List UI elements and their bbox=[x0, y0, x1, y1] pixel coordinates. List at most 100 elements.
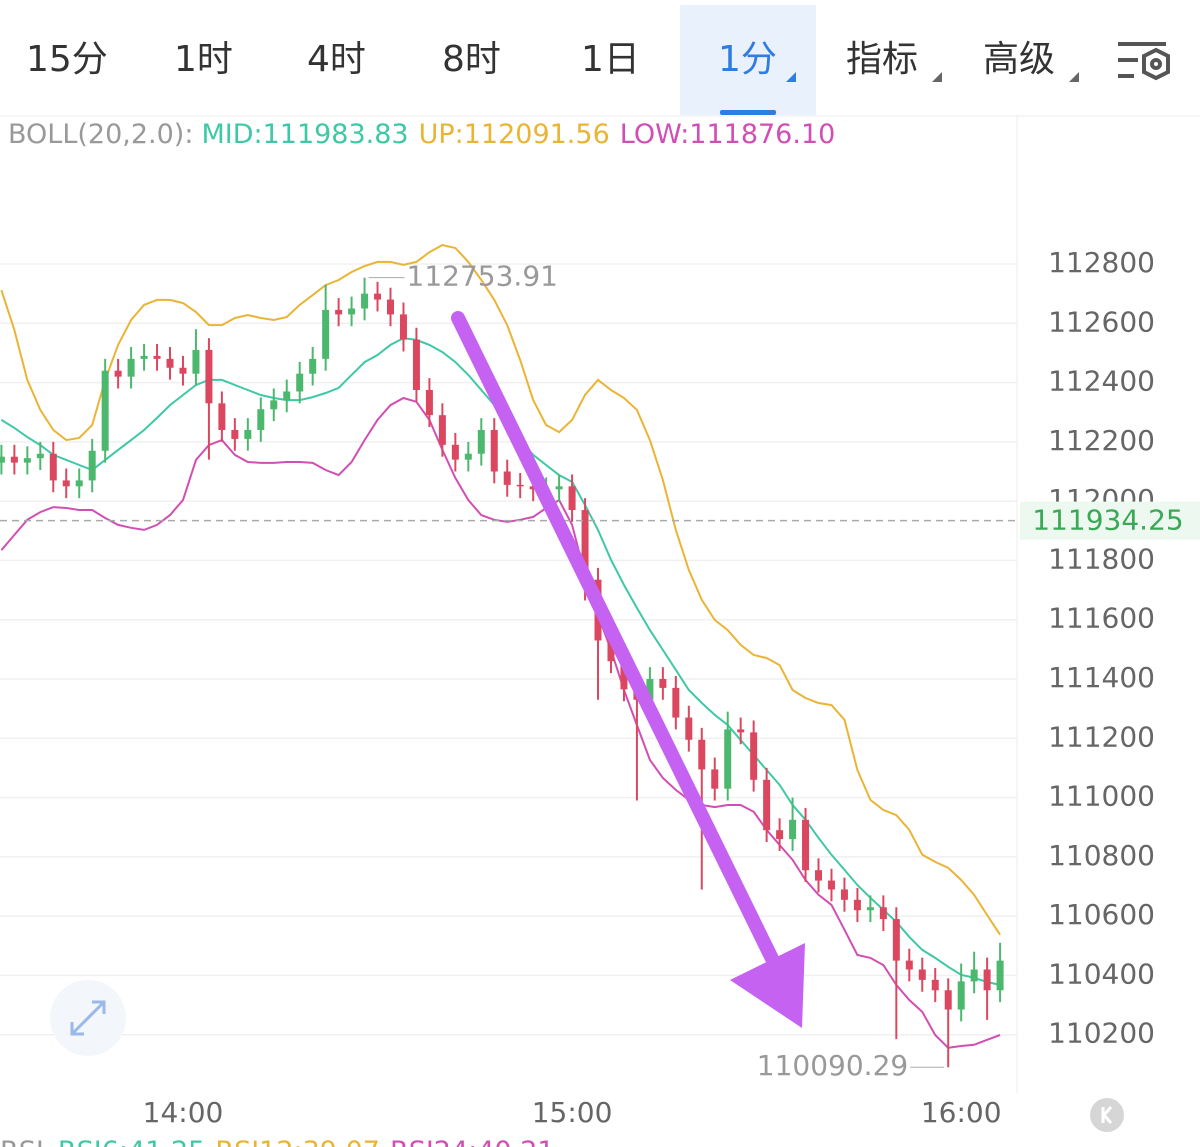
tab[interactable]: 高级 bbox=[983, 39, 1055, 80]
candle-body bbox=[789, 819, 797, 840]
rsi-name: RSI bbox=[0, 1136, 44, 1147]
candle-body bbox=[36, 453, 44, 459]
candle-body bbox=[10, 456, 18, 463]
active-tab-bg bbox=[680, 5, 816, 115]
indicator-up: UP:112091.56 bbox=[419, 119, 610, 150]
y-tick-label: 110600 bbox=[1048, 898, 1155, 931]
rsi-header: RSI RSI6:41.25 RSI12:39.07 RSI24:40.21 bbox=[0, 1136, 555, 1147]
y-tick-label: 112400 bbox=[1048, 365, 1155, 398]
candle-body bbox=[815, 870, 823, 881]
tab[interactable]: 1时 bbox=[174, 39, 233, 80]
y-tick-label: 111800 bbox=[1048, 542, 1155, 575]
candle-body bbox=[451, 444, 459, 460]
candle-body bbox=[698, 739, 706, 770]
y-tick-label: 111000 bbox=[1048, 780, 1155, 813]
candle-body bbox=[672, 687, 680, 718]
candle-body bbox=[283, 391, 291, 401]
candle-body bbox=[646, 679, 654, 700]
candle-body bbox=[957, 981, 965, 1010]
y-tick-label: 112200 bbox=[1048, 424, 1155, 457]
candle-body bbox=[348, 308, 356, 315]
candle-body bbox=[866, 907, 874, 911]
candle-body bbox=[724, 729, 732, 789]
expand-icon[interactable] bbox=[50, 980, 126, 1056]
candle-body bbox=[879, 907, 887, 920]
boll-line bbox=[0, 243, 1001, 936]
candle-body bbox=[490, 430, 498, 472]
candle-body bbox=[516, 484, 524, 487]
x-tick-label: 16:00 bbox=[921, 1096, 1002, 1129]
indicator-low: LOW:111876.10 bbox=[620, 119, 836, 150]
candle-body bbox=[192, 349, 200, 374]
candle-body bbox=[840, 889, 848, 900]
candle-body bbox=[944, 990, 952, 1010]
y-tick-label: 110200 bbox=[1048, 1017, 1155, 1050]
candle-body bbox=[270, 400, 278, 410]
rsi12: RSI12:39.07 bbox=[215, 1136, 380, 1147]
candle-body bbox=[62, 480, 70, 487]
candle-body bbox=[322, 309, 330, 359]
candle-body bbox=[374, 293, 382, 300]
candle-body bbox=[970, 969, 978, 982]
indicator-mid: MID:111983.83 bbox=[201, 119, 408, 150]
candle-body bbox=[737, 729, 745, 733]
candle-body bbox=[503, 471, 511, 485]
tab[interactable]: 15分 bbox=[26, 39, 108, 80]
candle-body bbox=[412, 339, 420, 390]
candle-body bbox=[802, 819, 810, 871]
tab[interactable]: 指标 bbox=[846, 39, 918, 80]
y-tick-label: 112800 bbox=[1048, 246, 1155, 279]
candle-body bbox=[607, 640, 615, 662]
tab-active[interactable]: 1分 bbox=[718, 39, 777, 80]
max-label: 112753.91 bbox=[407, 260, 558, 293]
candle-body bbox=[166, 358, 174, 368]
rsi6: RSI6:41.25 bbox=[58, 1136, 205, 1147]
candle-body bbox=[711, 769, 719, 789]
candle-body bbox=[996, 960, 1004, 991]
candle-body bbox=[257, 409, 265, 431]
candle-body bbox=[905, 960, 913, 970]
dropdown-arrow bbox=[786, 72, 796, 82]
candle-body bbox=[296, 373, 304, 392]
dropdown-arrow bbox=[932, 72, 942, 82]
settings-icon[interactable] bbox=[1118, 42, 1170, 81]
candle-body bbox=[983, 969, 991, 991]
candle-body bbox=[88, 450, 96, 481]
candle-body bbox=[763, 779, 771, 831]
tab[interactable]: 4时 bbox=[307, 39, 366, 80]
y-tick-label: 112600 bbox=[1048, 305, 1155, 338]
trend-arrow-head bbox=[730, 943, 805, 1028]
candle-body bbox=[620, 661, 628, 690]
candle-body bbox=[387, 299, 394, 315]
tab[interactable]: 8时 bbox=[442, 39, 501, 80]
candle-body bbox=[827, 880, 835, 890]
y-tick-label: 111200 bbox=[1048, 720, 1155, 753]
candle-body bbox=[931, 979, 939, 991]
y-tick-label: 110400 bbox=[1048, 957, 1155, 990]
dropdown-arrow bbox=[1069, 72, 1079, 82]
plot: 110200 110400 110600 110800 111000 111200 1114… bbox=[0, 243, 1200, 1129]
last-price-label: 111934.25 bbox=[1032, 504, 1183, 537]
candle-body bbox=[399, 314, 407, 340]
candle-body bbox=[464, 453, 472, 460]
candle-body bbox=[179, 367, 187, 374]
candle-body bbox=[918, 969, 926, 980]
candle-body bbox=[555, 486, 563, 490]
candle-body bbox=[140, 355, 148, 359]
candle-body bbox=[153, 355, 161, 359]
reset-icon[interactable] bbox=[1090, 1098, 1124, 1132]
active-tab-underline bbox=[720, 110, 776, 115]
last-price-bg bbox=[1020, 501, 1200, 540]
y-tick-label: 110800 bbox=[1048, 839, 1155, 872]
x-tick-label: 15:00 bbox=[532, 1096, 613, 1129]
boll-line bbox=[0, 396, 1001, 1049]
candle-body bbox=[853, 899, 861, 911]
candle-body bbox=[750, 732, 758, 780]
y-tick-label: 111600 bbox=[1048, 602, 1155, 635]
candle-body bbox=[568, 486, 576, 511]
y-tick-label: 111400 bbox=[1048, 661, 1155, 694]
tab[interactable]: 1日 bbox=[581, 39, 640, 80]
candle-body bbox=[425, 389, 433, 416]
candle-body bbox=[529, 486, 537, 490]
